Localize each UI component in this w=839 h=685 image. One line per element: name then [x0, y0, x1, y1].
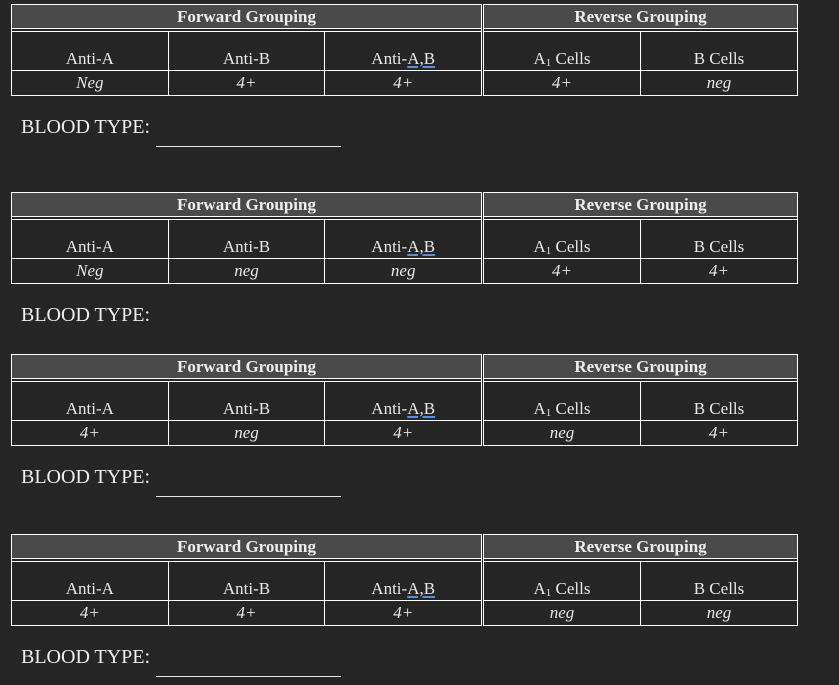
forward-grouping-table: Forward Grouping Anti-A Anti-B Anti-A,B …: [11, 534, 482, 626]
spellcheck-underline: A,B: [407, 579, 436, 598]
anti-b-result: neg: [169, 259, 326, 283]
forward-grouping-header: Forward Grouping: [12, 5, 481, 29]
anti-a-header: Anti-A: [12, 382, 169, 420]
blood-type-answer-blank[interactable]: [156, 495, 342, 497]
anti-a-result: Neg: [12, 259, 169, 283]
forward-grouping-header: Forward Grouping: [12, 355, 481, 379]
anti-ab-result: 4+: [393, 603, 414, 622]
anti-a-header: Anti-A: [12, 220, 169, 258]
spellcheck-underline: A,B: [407, 49, 436, 68]
anti-a-result: 4+: [12, 601, 169, 625]
spellcheck-underline: A,B: [407, 237, 436, 256]
anti-b-header: Anti-B: [169, 32, 326, 70]
reverse-grouping-table: Reverse Grouping A1 Cells B Cells neg 4+: [483, 354, 798, 446]
anti-ab-header: Anti-A,B: [371, 579, 436, 598]
anti-b-header: Anti-B: [169, 382, 326, 420]
reverse-grouping-header: Reverse Grouping: [484, 535, 797, 559]
anti-b-result: 4+: [169, 71, 326, 95]
b-cells-header: B Cells: [693, 399, 745, 418]
reverse-grouping-table: Reverse Grouping A1 Cells B Cells 4+ 4+: [483, 192, 798, 284]
b-cells-header: B Cells: [693, 237, 745, 256]
b-cells-result: neg: [706, 603, 732, 622]
anti-a-header: Anti-A: [12, 562, 169, 600]
a1-cells-result: neg: [484, 601, 641, 625]
anti-ab-result: 4+: [393, 423, 414, 442]
forward-grouping-table: Forward Grouping Anti-A Anti-B Anti-A,B …: [11, 192, 482, 284]
forward-grouping-header: Forward Grouping: [12, 535, 481, 559]
reverse-grouping-header: Reverse Grouping: [484, 5, 797, 29]
forward-grouping-table: Forward Grouping Anti-A Anti-B Anti-A,B …: [11, 4, 482, 96]
blood-type-label: BLOOD TYPE:: [21, 304, 151, 326]
a1-cells-header: A1 Cells: [484, 382, 641, 420]
a1-cells-header: A1 Cells: [484, 32, 641, 70]
a1-cells-result: neg: [484, 421, 641, 445]
b-cells-header: B Cells: [693, 49, 745, 68]
blood-type-answer-blank[interactable]: [156, 145, 342, 147]
anti-a-header: Anti-A: [12, 32, 169, 70]
anti-a-result: 4+: [12, 421, 169, 445]
a1-cells-header: A1 Cells: [484, 220, 641, 258]
anti-b-header: Anti-B: [169, 220, 326, 258]
anti-b-header: Anti-B: [169, 562, 326, 600]
blood-type-label: BLOOD TYPE:: [21, 116, 342, 147]
anti-ab-result: 4+: [393, 73, 414, 92]
anti-ab-header: Anti-A,B: [371, 49, 436, 68]
blood-type-label: BLOOD TYPE:: [21, 466, 342, 497]
reverse-grouping-header: Reverse Grouping: [484, 193, 797, 217]
forward-grouping-table: Forward Grouping Anti-A Anti-B Anti-A,B …: [11, 354, 482, 446]
b-cells-header: B Cells: [693, 579, 745, 598]
forward-grouping-header: Forward Grouping: [12, 193, 481, 217]
a1-cells-result: 4+: [484, 71, 641, 95]
anti-ab-header: Anti-A,B: [371, 399, 436, 418]
blood-type-answer-blank[interactable]: [156, 675, 342, 677]
b-cells-result: 4+: [709, 423, 729, 442]
a1-cells-header: A1 Cells: [484, 562, 641, 600]
anti-b-result: 4+: [169, 601, 326, 625]
anti-ab-result: neg: [390, 261, 416, 280]
anti-b-result: neg: [169, 421, 326, 445]
anti-ab-header: Anti-A,B: [371, 237, 436, 256]
reverse-grouping-header: Reverse Grouping: [484, 355, 797, 379]
a1-cells-result: 4+: [484, 259, 641, 283]
reverse-grouping-table: Reverse Grouping A1 Cells B Cells 4+ neg: [483, 4, 798, 96]
b-cells-result: 4+: [709, 261, 729, 280]
reverse-grouping-table: Reverse Grouping A1 Cells B Cells neg ne…: [483, 534, 798, 626]
blood-type-label: BLOOD TYPE:: [21, 646, 342, 677]
spellcheck-underline: A,B: [407, 399, 436, 418]
anti-a-result: Neg: [12, 71, 169, 95]
b-cells-result: neg: [706, 73, 732, 92]
